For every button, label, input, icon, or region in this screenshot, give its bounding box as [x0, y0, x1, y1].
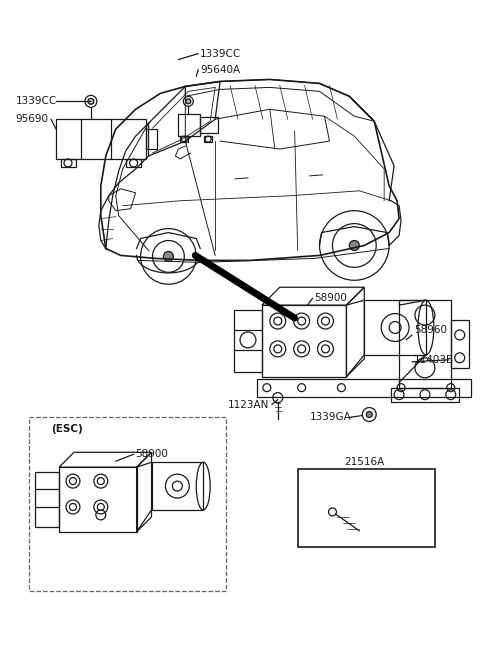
- Bar: [451, 320, 468, 368]
- Bar: [145, 129, 157, 149]
- Text: 1339CC: 1339CC: [16, 96, 58, 106]
- Bar: [152, 462, 203, 510]
- Bar: [180, 136, 188, 142]
- Text: 58900: 58900: [314, 293, 348, 303]
- Circle shape: [88, 98, 94, 104]
- Bar: [126, 159, 141, 167]
- Bar: [35, 472, 59, 527]
- Text: 21516A: 21516A: [344, 457, 384, 467]
- Bar: [234, 310, 262, 372]
- Bar: [179, 114, 200, 136]
- Bar: [204, 136, 212, 142]
- Text: 1123AN: 1123AN: [228, 400, 269, 409]
- Bar: [257, 379, 471, 397]
- Text: 58960: 58960: [414, 325, 447, 335]
- Text: 1339CC: 1339CC: [200, 49, 241, 58]
- Bar: [59, 467, 137, 532]
- Bar: [56, 119, 145, 159]
- Circle shape: [164, 251, 173, 261]
- Text: 95640A: 95640A: [200, 64, 240, 75]
- Text: 11403B: 11403B: [414, 355, 454, 365]
- Bar: [364, 300, 426, 355]
- Text: 95690: 95690: [15, 114, 48, 124]
- Circle shape: [349, 241, 360, 251]
- Text: 58900: 58900: [136, 449, 168, 459]
- Text: 1339GA: 1339GA: [310, 413, 351, 422]
- Circle shape: [366, 411, 372, 417]
- Bar: [391, 388, 459, 401]
- Bar: [399, 300, 451, 388]
- Bar: [262, 305, 347, 377]
- Circle shape: [186, 99, 191, 104]
- Bar: [298, 469, 435, 546]
- Text: (ESC): (ESC): [51, 424, 83, 434]
- Bar: [29, 417, 226, 592]
- Bar: [200, 117, 218, 133]
- Bar: [61, 159, 76, 167]
